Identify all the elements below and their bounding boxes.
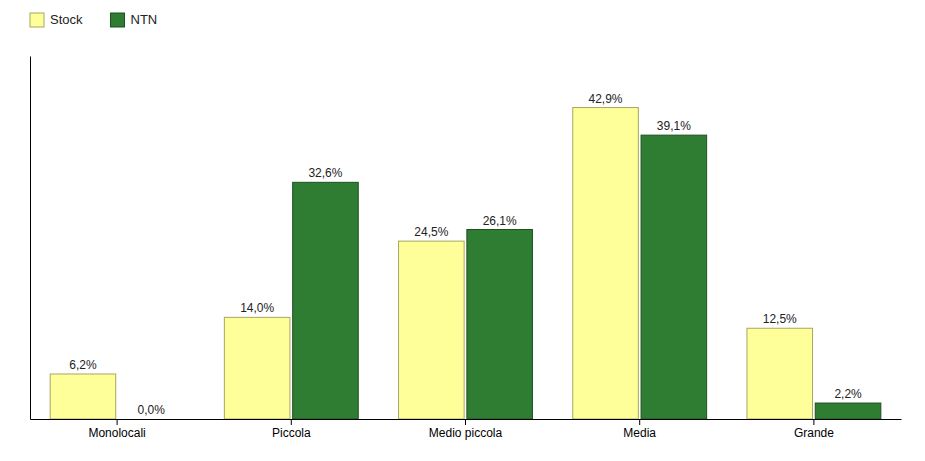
x-tick: Medio piccola <box>429 419 503 440</box>
bar <box>399 241 465 419</box>
bar <box>118 419 184 420</box>
y-axis <box>30 57 31 420</box>
bar <box>641 135 707 419</box>
x-tick-mark <box>465 419 466 425</box>
data-label: 2,2% <box>834 387 862 401</box>
x-tick: Grande <box>794 419 834 440</box>
bars <box>50 108 881 419</box>
bar <box>467 230 533 419</box>
x-tick-label: Media <box>623 426 656 440</box>
data-label: 26,1% <box>483 214 517 228</box>
legend-swatch <box>30 13 44 27</box>
bar <box>224 317 290 419</box>
data-label: 14,0% <box>240 301 274 315</box>
y-axis-line <box>30 57 31 420</box>
data-label: 42,9% <box>589 92 623 106</box>
data-label: 32,6% <box>308 166 342 180</box>
x-tick-mark <box>813 419 814 425</box>
data-label: 6,2% <box>69 358 97 372</box>
x-tick-label: Monolocali <box>88 426 145 440</box>
x-tick: Monolocali <box>88 419 145 440</box>
x-tick: Media <box>623 419 656 440</box>
legend: Stock NTN <box>30 12 157 27</box>
x-tick: Piccola <box>272 419 311 440</box>
x-tick-label: Grande <box>794 426 834 440</box>
data-label: 12,5% <box>763 312 797 326</box>
legend-label: NTN <box>131 12 158 27</box>
x-tick-mark <box>639 419 640 425</box>
plot: Monolocali Piccola Medio piccola Media Grand… <box>31 57 902 440</box>
data-labels: 6,2% 14,0% 24,5% 42,9% 12,5% 0,0% 32,6% 26,1% 39… <box>69 92 862 417</box>
chart: Monolocali Piccola Medio piccola Media Grand… <box>0 0 925 461</box>
x-tick-label: Piccola <box>272 426 311 440</box>
legend-item: Stock <box>30 12 83 27</box>
bar <box>50 374 116 419</box>
bar <box>747 328 813 419</box>
data-label: 0,0% <box>138 403 166 417</box>
legend-item: NTN <box>111 12 158 27</box>
bar <box>815 403 881 419</box>
bar <box>293 182 359 419</box>
x-tick-label: Medio piccola <box>429 426 503 440</box>
x-tick-mark <box>117 419 118 425</box>
legend-swatch <box>111 13 125 27</box>
bar <box>573 108 639 419</box>
legend-label: Stock <box>50 12 83 27</box>
x-tick-mark <box>291 419 292 425</box>
x-axis: Monolocali Piccola Medio piccola Media Grand… <box>31 419 902 440</box>
data-label: 24,5% <box>414 225 448 239</box>
data-label: 39,1% <box>657 119 691 133</box>
